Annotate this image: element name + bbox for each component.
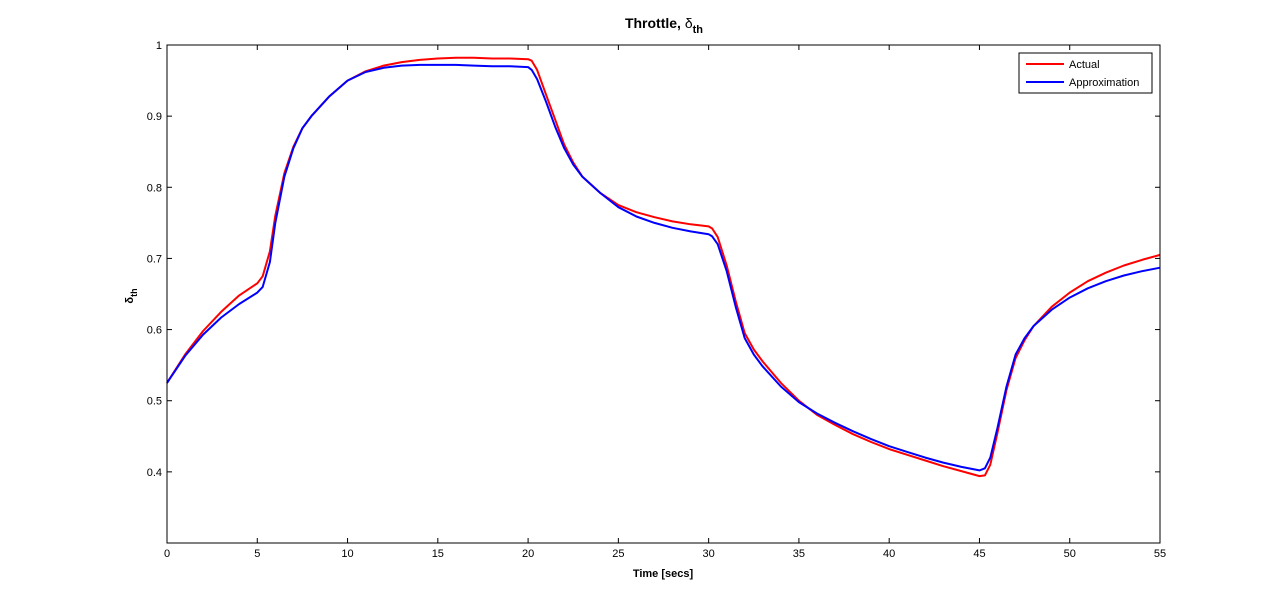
y-tick-label-0.8: 0.8	[147, 182, 162, 194]
x-axis-label: Time [secs]	[633, 568, 694, 580]
y-tick-label-0.6: 0.6	[147, 325, 162, 337]
legend-box	[1018, 52, 1153, 94]
legend-label-actual: Actual	[1069, 59, 1100, 71]
x-tick-label-25: 25	[612, 548, 624, 560]
x-tick-label-20: 20	[522, 548, 534, 560]
x-tick-label-35: 35	[793, 548, 805, 560]
y-tick-label-0.9: 0.9	[147, 111, 162, 123]
chart-title-subscript: th	[693, 24, 704, 36]
plot-area	[167, 45, 1160, 543]
x-tick-label-45: 45	[973, 548, 985, 560]
series-layer	[166, 56, 1161, 478]
x-tick-label-30: 30	[703, 548, 715, 560]
legend: Actual Approximation	[1018, 52, 1153, 94]
x-tick-label-0: 0	[164, 548, 170, 560]
chart-title: Throttle, δth	[625, 15, 703, 36]
x-tick-label-50: 50	[1064, 548, 1076, 560]
y-tick-label-0.5: 0.5	[147, 396, 162, 408]
x-tick-label-15: 15	[432, 548, 444, 560]
x-tick-label-5: 5	[254, 548, 260, 560]
y-axis-label-subscript: th	[129, 288, 139, 297]
y-axis-label: δth	[124, 288, 139, 303]
y-tick-label-0.4: 0.4	[147, 467, 162, 479]
x-tick-label-55: 55	[1154, 548, 1166, 560]
x-tick-label-40: 40	[883, 548, 895, 560]
series-line-approximation	[166, 63, 1161, 472]
y-axis-label-symbol: δ	[124, 297, 136, 304]
x-tick-label-10: 10	[341, 548, 353, 560]
plot-frame	[166, 44, 1161, 544]
legend-label-approximation: Approximation	[1069, 77, 1139, 89]
chart-title-symbol: δ	[685, 15, 693, 31]
y-tick-label-1: 1	[156, 40, 162, 52]
ticks-layer: 0 5 10 15 20 25 30 35 40 45 50 55 0.4 0.5 0.6 0.7 0.8 0.9…	[147, 40, 1166, 560]
chart-title-text: Throttle,	[625, 15, 685, 31]
y-tick-label-0.7: 0.7	[147, 253, 162, 265]
